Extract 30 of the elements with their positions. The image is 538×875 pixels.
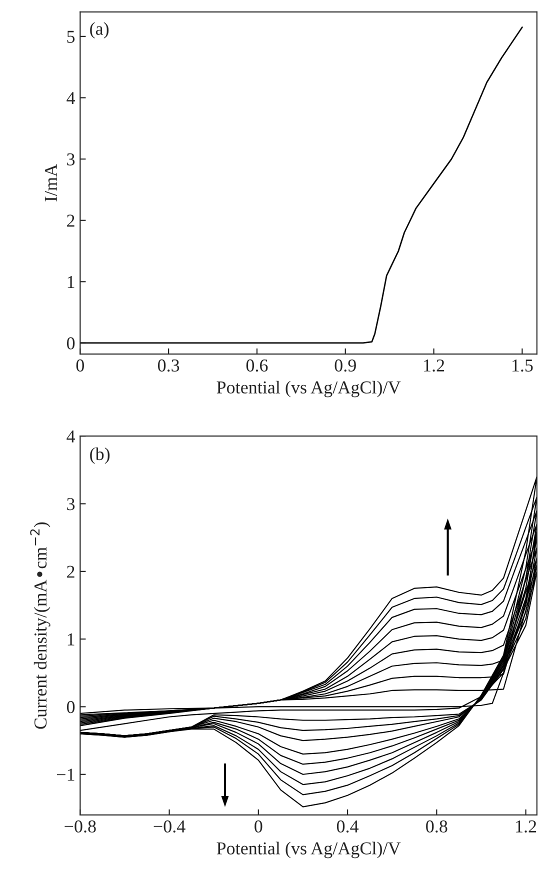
y-tick-label: 5	[67, 30, 75, 43]
x-tick-label: 0.9	[334, 359, 356, 372]
x-tick-label: 0.8	[426, 820, 448, 833]
y-tick-label: 0	[66, 337, 75, 350]
x-tick-label: 0	[76, 359, 84, 372]
x-tick-label: 0	[254, 820, 262, 833]
y-tick-label: 3	[67, 153, 75, 166]
y-tick-label: 2	[67, 214, 74, 227]
annotation: (b)	[90, 447, 110, 464]
y-axis-title: Current density/(mA•cm$^{−2}$)	[30, 522, 50, 729]
x-tick-label: 0.4	[336, 820, 359, 833]
y-tick-label: 1	[68, 633, 74, 646]
y-tick-label: 1	[68, 276, 74, 288]
x-axis-title: Potential (vs Ag/AgCl)/V	[216, 842, 401, 858]
x-tick-label: 0.3	[158, 359, 180, 372]
y-tick-label: −1	[56, 768, 74, 781]
x-tick-label: 1.2	[424, 359, 444, 372]
x-tick-label: 0.6	[246, 359, 268, 372]
x-axis-title: Potential (vs Ag/AgCl)/V	[216, 380, 401, 398]
x-tick-label: −0.8	[64, 820, 96, 833]
annotation: (a)	[90, 22, 109, 39]
y-axis-title: I/mA	[44, 164, 58, 202]
y-tick-label: 2	[67, 566, 74, 578]
y-tick-label: 4	[66, 430, 76, 442]
y-tick-label: 0	[66, 700, 75, 714]
y-tick-label: 4	[66, 92, 76, 104]
x-tick-label: 1.2	[516, 820, 536, 833]
y-tick-label: 3	[67, 498, 75, 510]
x-tick-label: −0.4	[154, 820, 186, 833]
x-tick-label: 1.5	[512, 359, 533, 372]
